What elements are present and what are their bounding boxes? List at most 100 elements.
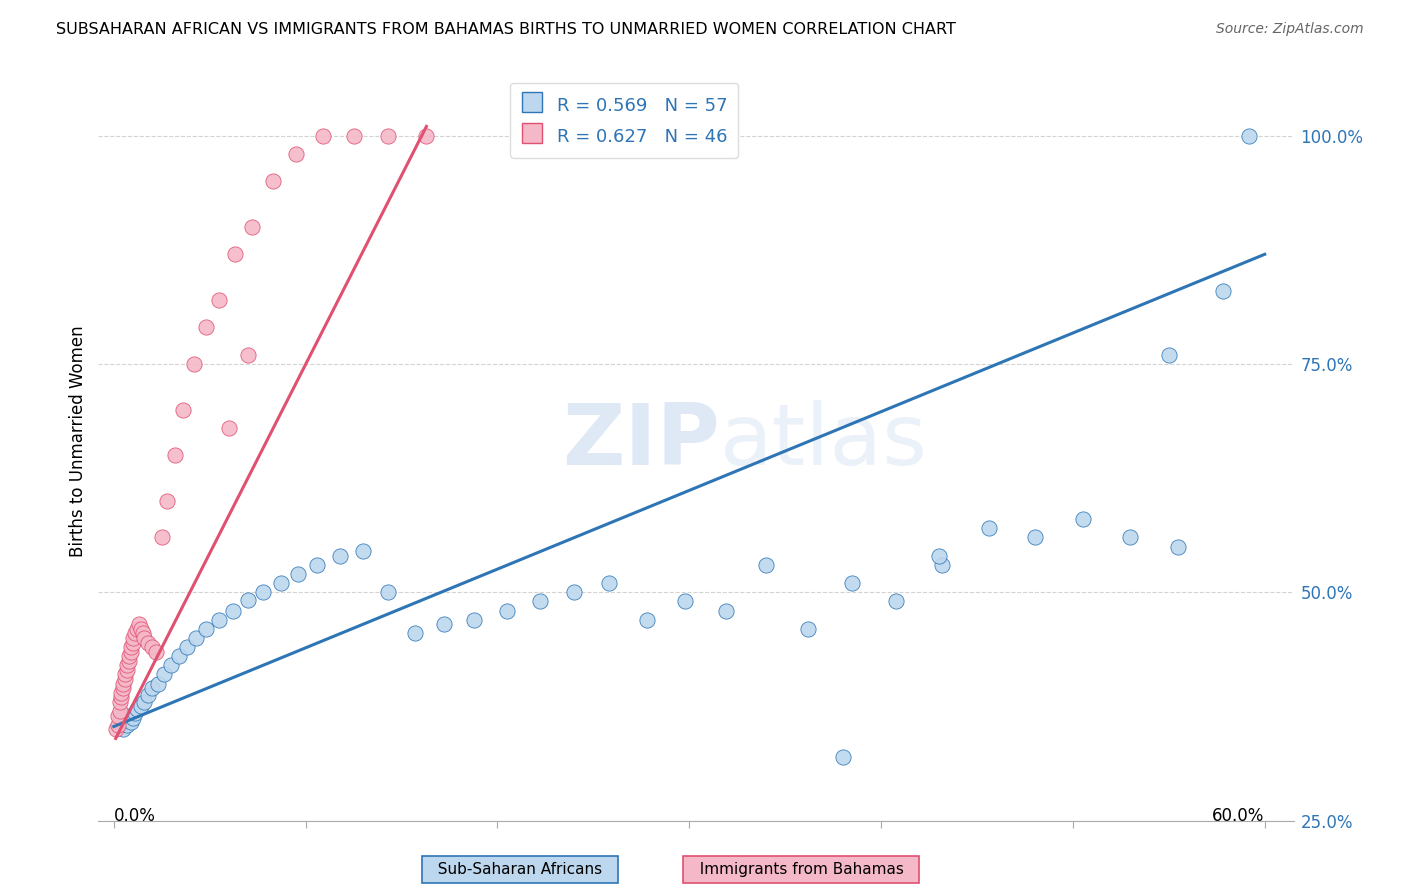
Point	[152, 667, 174, 681]
Point	[107, 717, 129, 731]
Point	[831, 749, 853, 764]
Point	[122, 711, 145, 725]
Text: Source: ZipAtlas.com: Source: ZipAtlas.com	[1216, 22, 1364, 37]
Point	[120, 714, 142, 729]
Point	[977, 521, 1000, 535]
Point	[156, 494, 179, 508]
Point	[240, 219, 263, 234]
Point	[118, 649, 141, 664]
Point	[1119, 531, 1142, 545]
Point	[377, 128, 399, 143]
Point	[114, 672, 136, 686]
Point	[114, 713, 136, 727]
Point	[107, 708, 129, 723]
Point	[236, 592, 259, 607]
Point	[136, 688, 159, 702]
Point	[986, 887, 1008, 892]
Point	[150, 531, 173, 545]
Text: atlas: atlas	[720, 400, 928, 483]
Point	[598, 576, 620, 591]
Legend: R = 0.569   N = 57, R = 0.627   N = 46: R = 0.569 N = 57, R = 0.627 N = 46	[510, 83, 738, 158]
Point	[562, 585, 585, 599]
Point	[125, 622, 148, 636]
Point	[287, 566, 309, 581]
Point	[104, 723, 127, 737]
Y-axis label: Births to Unmarried Women: Births to Unmarried Women	[69, 326, 87, 558]
Point	[108, 713, 131, 727]
Point	[928, 549, 950, 563]
Point	[529, 594, 551, 608]
Point	[110, 690, 132, 705]
Point	[112, 681, 135, 696]
Point	[755, 558, 778, 572]
Point	[714, 603, 737, 617]
Point	[194, 622, 217, 636]
Point	[404, 626, 426, 640]
Point	[160, 658, 183, 673]
Point	[146, 676, 169, 690]
Point	[125, 702, 148, 716]
Point	[129, 699, 152, 714]
Point	[114, 667, 136, 681]
Point	[433, 617, 456, 632]
Point	[128, 617, 150, 632]
Text: SUBSAHARAN AFRICAN VS IMMIGRANTS FROM BAHAMAS BIRTHS TO UNMARRIED WOMEN CORRELAT: SUBSAHARAN AFRICAN VS IMMIGRANTS FROM BA…	[56, 22, 956, 37]
Point	[112, 676, 135, 690]
Point	[463, 613, 485, 627]
Point	[122, 631, 145, 645]
Point	[124, 626, 146, 640]
Point	[222, 603, 245, 617]
Point	[136, 635, 159, 649]
Point	[124, 706, 146, 720]
Point	[841, 576, 863, 591]
Point	[194, 320, 217, 334]
Point	[115, 663, 138, 677]
Point	[1212, 284, 1234, 298]
Point	[352, 544, 374, 558]
Point	[112, 723, 135, 737]
Point	[176, 640, 198, 654]
Text: Immigrants from Bahamas: Immigrants from Bahamas	[689, 863, 914, 877]
Point	[1167, 540, 1189, 554]
Point	[141, 681, 163, 696]
Point	[145, 645, 167, 659]
Point	[141, 640, 163, 654]
Point	[307, 558, 329, 572]
Point	[931, 558, 953, 572]
Point	[131, 626, 153, 640]
Text: 60.0%: 60.0%	[1212, 807, 1265, 825]
Point	[1239, 128, 1261, 143]
Point	[673, 594, 696, 608]
Point	[115, 717, 138, 731]
Text: ZIP: ZIP	[562, 400, 720, 483]
Point	[1024, 531, 1046, 545]
Point	[118, 654, 141, 668]
Point	[270, 576, 292, 591]
Point	[342, 128, 364, 143]
Point	[1157, 348, 1180, 362]
Point	[409, 841, 432, 855]
Point	[236, 348, 259, 362]
Point	[108, 695, 131, 709]
Point	[120, 645, 142, 659]
Point	[262, 174, 284, 188]
Text: Sub-Saharan Africans: Sub-Saharan Africans	[429, 863, 612, 877]
Point	[496, 603, 519, 617]
Point	[186, 631, 208, 645]
Text: 0.0%: 0.0%	[114, 807, 156, 825]
Point	[129, 622, 152, 636]
Point	[108, 704, 131, 718]
Point	[122, 635, 145, 649]
Point	[115, 658, 138, 673]
Point	[167, 649, 190, 664]
Point	[134, 631, 156, 645]
Point	[120, 640, 142, 654]
Point	[110, 717, 132, 731]
Point	[377, 585, 399, 599]
Point	[415, 128, 437, 143]
Point	[218, 421, 240, 435]
Point	[110, 686, 132, 700]
Point	[797, 622, 820, 636]
Point	[636, 613, 658, 627]
Point	[208, 613, 231, 627]
